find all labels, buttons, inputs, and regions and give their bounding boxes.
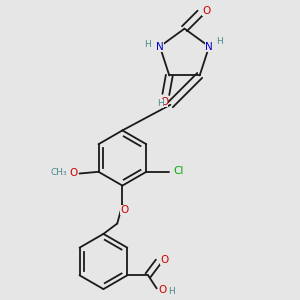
Text: O: O: [160, 255, 169, 265]
Text: O: O: [202, 6, 210, 16]
Text: H: H: [168, 287, 175, 296]
Text: CH₃: CH₃: [50, 168, 67, 177]
Text: Cl: Cl: [173, 166, 184, 176]
Text: O: O: [120, 205, 128, 215]
Text: N: N: [205, 41, 213, 52]
Text: O: O: [159, 285, 167, 295]
Text: O: O: [69, 168, 77, 178]
Text: O: O: [160, 97, 168, 107]
Text: H: H: [157, 98, 164, 107]
Text: H: H: [216, 37, 223, 46]
Text: H: H: [144, 40, 151, 49]
Text: N: N: [156, 41, 164, 52]
